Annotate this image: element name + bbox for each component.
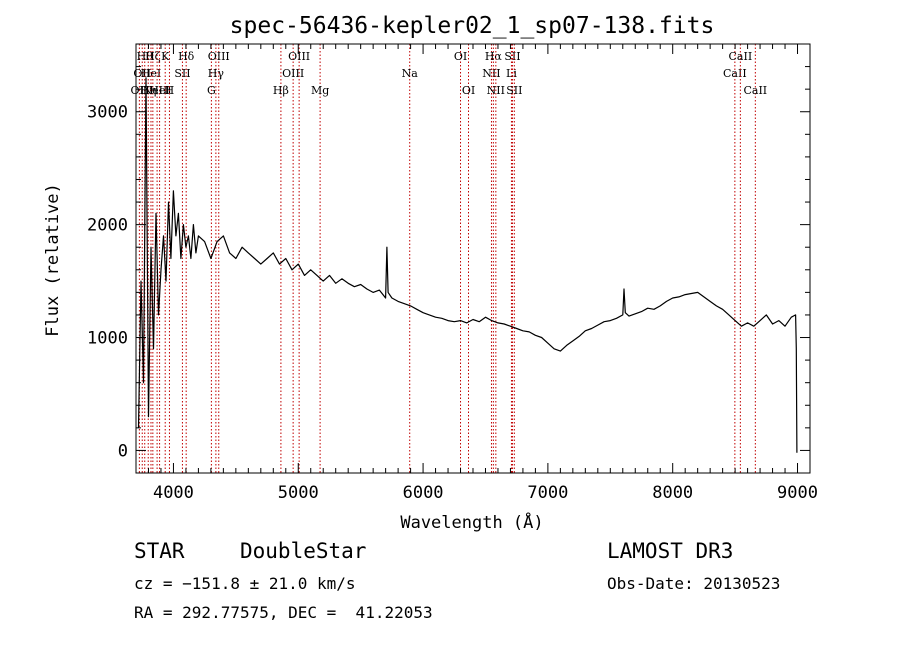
x-axis-label: Wavelength (Å) [400, 511, 543, 533]
y-tick-label: 2000 [87, 216, 128, 236]
x-tick-label: 6000 [403, 483, 444, 503]
line-label: G [207, 84, 216, 97]
line-label: Hδ [178, 50, 195, 63]
line-label: OIII [282, 67, 304, 80]
x-tick-label: 8000 [652, 483, 693, 503]
coordinates: RA = 292.77575, DEC = 41.22053 [134, 603, 433, 622]
x-tick-label: 5000 [278, 483, 319, 503]
chart-title: spec-56436-kepler02_1_sp07-138.fits [230, 13, 715, 39]
spectrum-line [137, 77, 798, 453]
object-subclass: DoubleStar [240, 539, 367, 563]
y-tick-label: 3000 [87, 103, 128, 123]
line-label: NII [482, 67, 500, 80]
line-label: NeIII [143, 84, 172, 97]
x-axis-ticks: 4000 5000 6000 7000 8000 9000 [135, 44, 818, 503]
plot-frame [135, 43, 811, 474]
line-label: OIII [208, 50, 230, 63]
line-label: OI [454, 50, 467, 63]
line-label: Mg [311, 84, 329, 97]
survey-release: LAMOST DR3 [607, 539, 734, 563]
spectrum-chart: spec-56436-kepler02_1_sp07-138.fits OII O… [43, 13, 818, 533]
y-tick-label: 1000 [87, 329, 128, 349]
object-class: STAR [134, 539, 185, 563]
line-label: Hβ [273, 84, 289, 97]
line-label: SII [504, 50, 520, 63]
line-label: Hη [140, 84, 156, 97]
line-label: H [165, 84, 175, 97]
line-label: NII [487, 84, 505, 97]
line-label: CaII [723, 67, 747, 80]
line-label: Hγ [208, 67, 225, 80]
line-label: K [161, 50, 170, 63]
line-label: Na [402, 67, 419, 80]
y-axis-label: Flux (relative) [43, 183, 63, 337]
x-tick-label: 4000 [153, 483, 194, 503]
spectral-line-markers: OIIOIIHθHηHeIHζNeIIIHeIKHSIIHδGHγOIIIHβO… [131, 44, 767, 473]
x-tick-label: 9000 [777, 483, 818, 503]
line-label: OI [462, 84, 475, 97]
y-tick-label: 0 [118, 441, 128, 461]
line-label: OIII [288, 50, 310, 63]
line-label: Hα [485, 50, 503, 63]
line-label: Hθ [137, 50, 154, 63]
line-label: SII [174, 67, 190, 80]
x-tick-label: 7000 [527, 483, 568, 503]
line-label: Li [506, 67, 517, 80]
redshift-velocity: cz = −151.8 ± 21.0 km/s [134, 574, 356, 593]
y-axis-ticks: 0 1000 2000 3000 [87, 43, 810, 474]
line-label: HeI [141, 67, 161, 80]
line-label: OII [133, 67, 151, 80]
line-label: CaII [729, 50, 753, 63]
line-label: SII [506, 84, 522, 97]
observation-date: Obs-Date: 20130523 [607, 574, 781, 593]
line-label: Hζ [145, 50, 161, 63]
line-label: OII [131, 84, 149, 97]
line-label: CaII [743, 84, 767, 97]
line-label: HeI [149, 84, 169, 97]
